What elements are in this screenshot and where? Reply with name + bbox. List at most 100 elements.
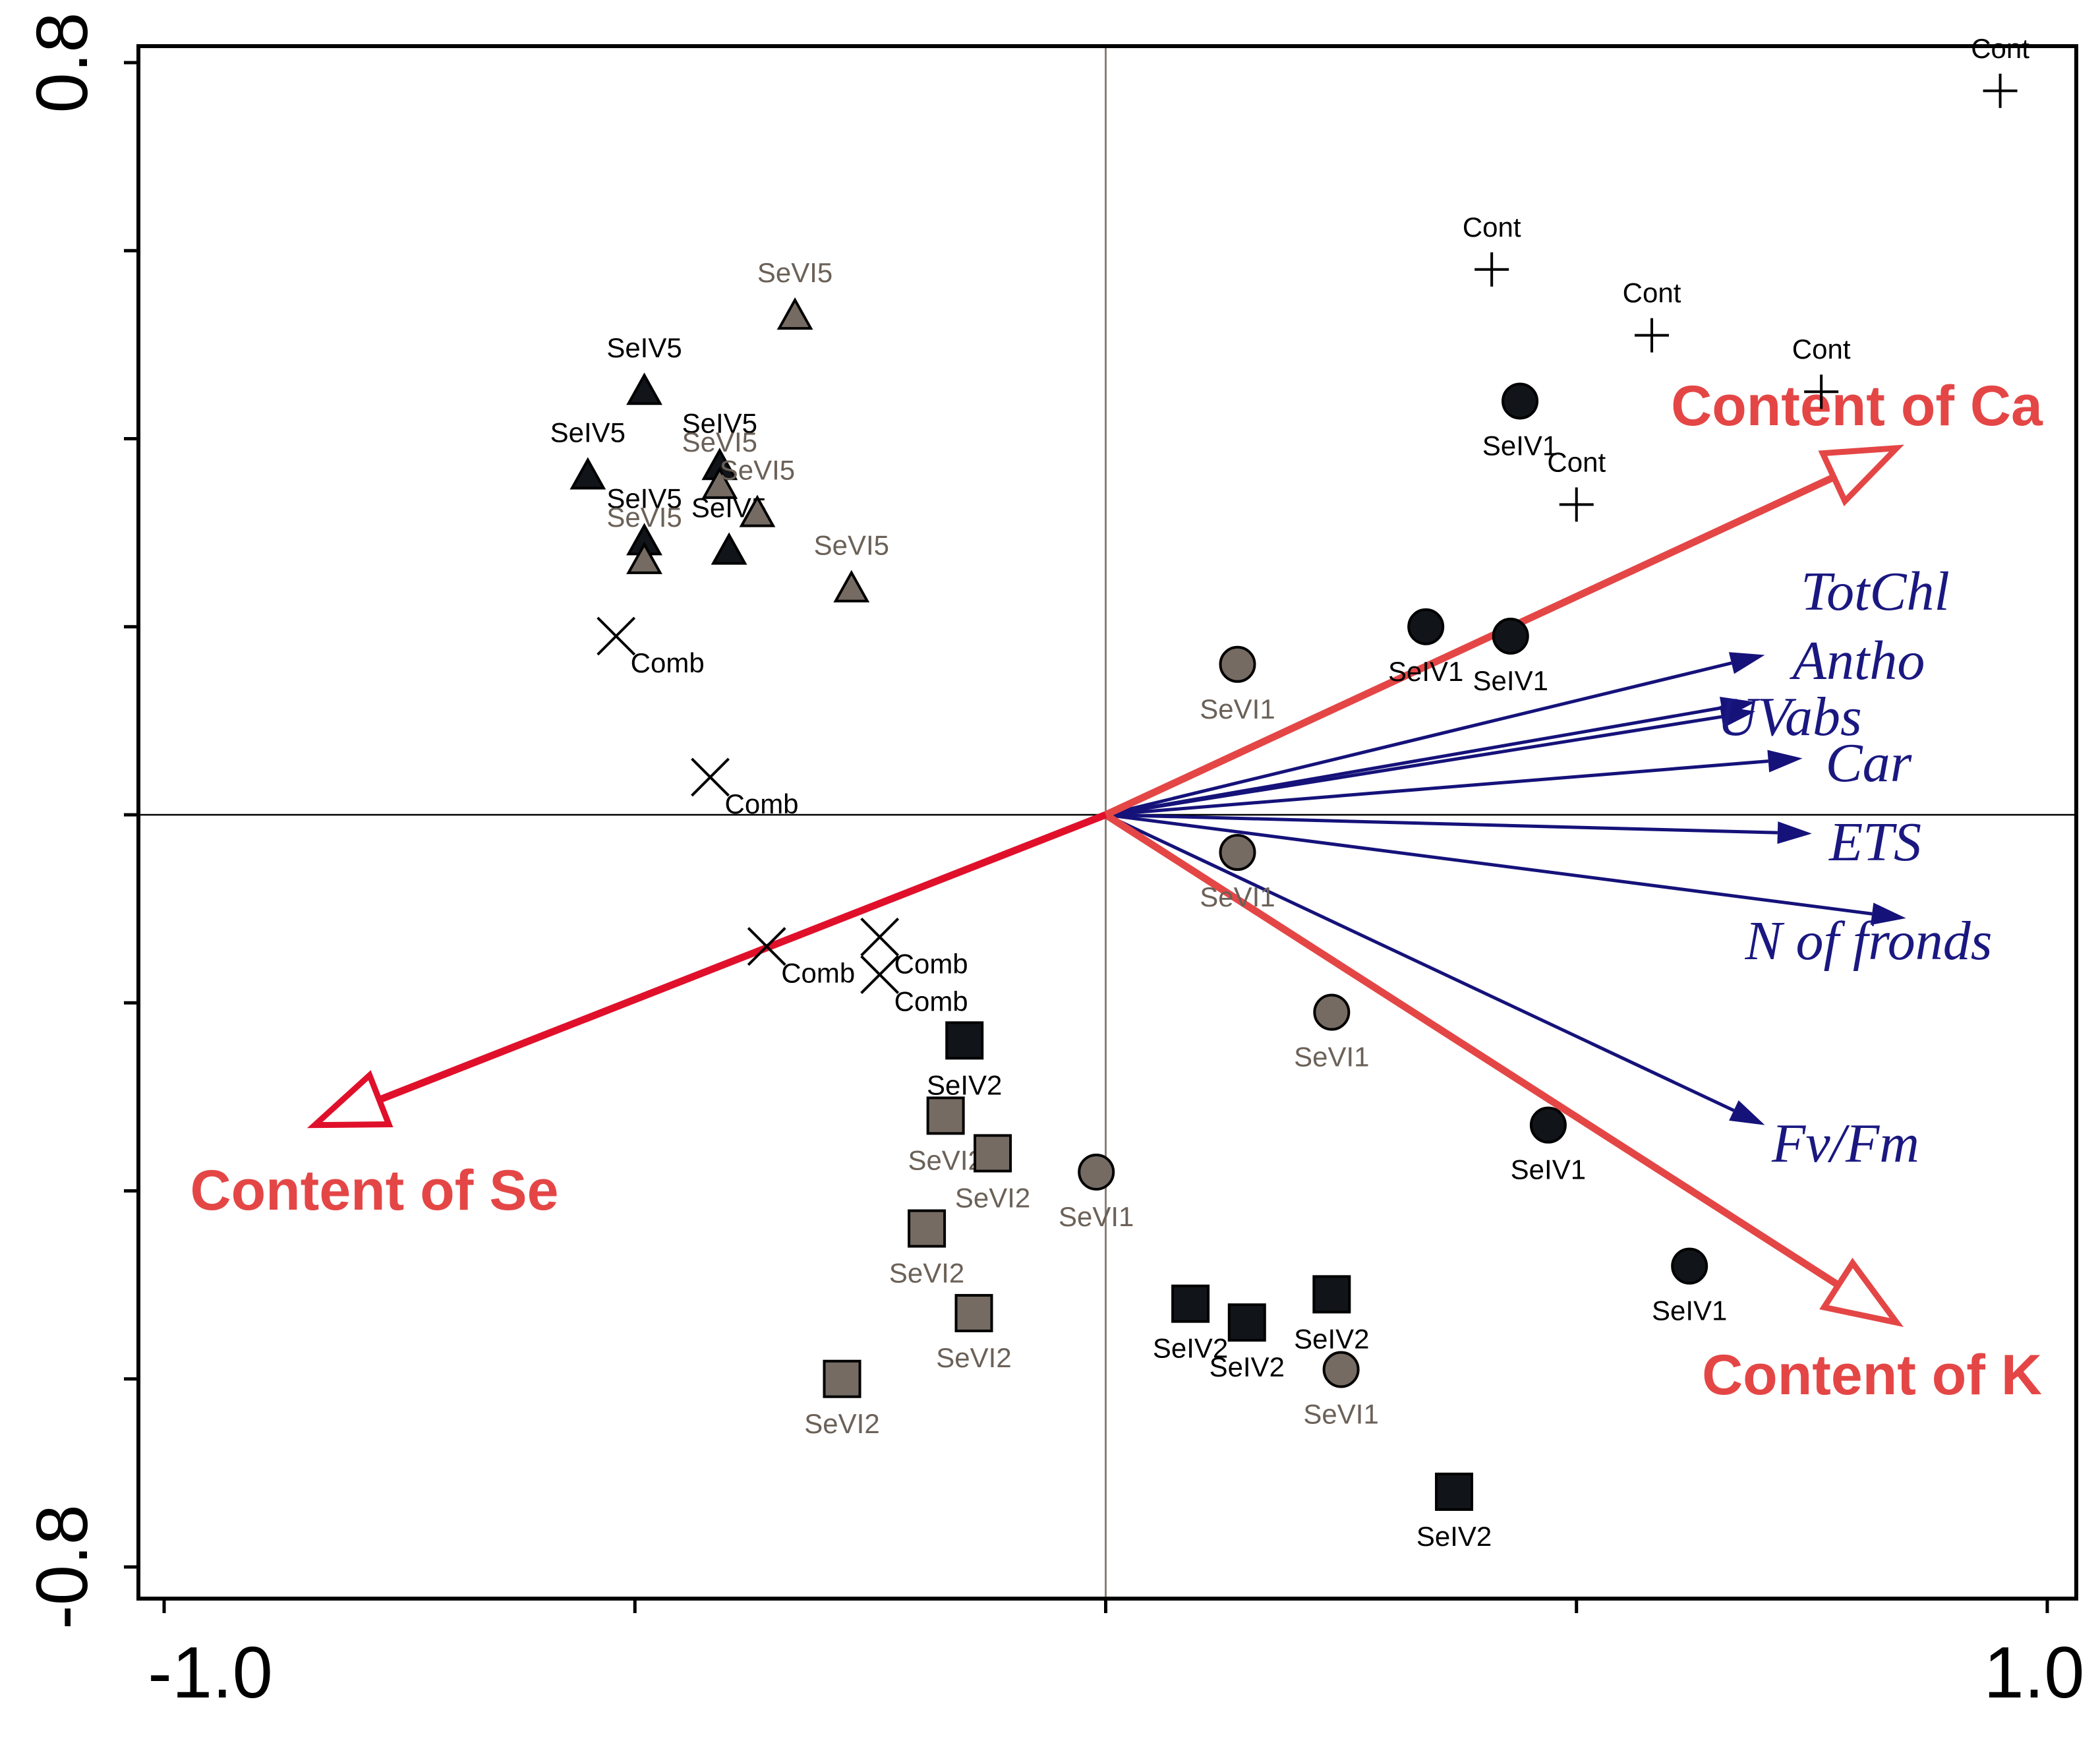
response-vector-line <box>1105 813 1873 916</box>
sample-point-label: SeVI5 <box>682 427 757 457</box>
sample-point: SeVI2 <box>804 1359 880 1439</box>
circle-marker <box>1671 1247 1708 1285</box>
triangle-marker <box>569 457 606 490</box>
cross-marker-b <box>691 757 730 797</box>
x-axis-ticks <box>162 1599 2049 1613</box>
sample-point: Comb <box>860 955 968 1017</box>
response-vector-line <box>1105 813 1778 835</box>
sample-point-label: SeIV1 <box>1482 430 1558 461</box>
sample-point: SeIV1 <box>1388 608 1463 687</box>
sample-point: Cont <box>1792 334 1851 409</box>
sample-point: SeVI2 <box>955 1134 1030 1213</box>
sample-point-label: Comb <box>894 986 968 1017</box>
sample-point: SeVI1 <box>1294 993 1370 1073</box>
sample-point-label: SeIV5 <box>550 417 626 448</box>
sample-point: Cont <box>1971 33 2029 108</box>
sample-point-label: SeVI2 <box>889 1258 964 1289</box>
sample-point-label: SeIV5 <box>606 483 682 514</box>
square-marker <box>1171 1284 1210 1323</box>
triangle-marker <box>711 532 747 565</box>
circle-marker <box>1322 1351 1360 1388</box>
cross-marker-b <box>860 955 900 994</box>
sample-point: SeVI1 <box>1200 645 1275 724</box>
triangle-marker <box>626 541 662 574</box>
response-arrowhead <box>1728 652 1765 674</box>
environmental-vector-line <box>1103 811 1841 1289</box>
environmental-vector-label: Content of Ca <box>1671 374 2043 438</box>
square-marker <box>1312 1275 1351 1314</box>
sample-point-label: SeIV2 <box>927 1069 1002 1100</box>
environmental-vector-line <box>1104 473 1836 818</box>
sample-point: SeVI1 <box>1303 1351 1379 1429</box>
sample-point: SeIV5 <box>606 483 682 556</box>
sample-point-label: Comb <box>781 958 855 989</box>
x-tick-label-right: 1.0 <box>1984 1632 2085 1713</box>
response-vector-line <box>1105 661 1732 817</box>
square-marker <box>954 1293 993 1332</box>
response-vector-label: ETS <box>1828 811 1921 873</box>
response-vector-label: Fv/Fm <box>1771 1113 1919 1174</box>
environmental-vector-label: Content of Se <box>190 1159 559 1222</box>
sample-point-label: SeIV5 <box>682 407 757 438</box>
environmental-vectors: Content of Ca Content of K Content of Se <box>190 374 2044 1407</box>
sample-point-label: SeVI1 <box>1200 881 1275 912</box>
sample-point-label: SeIV2 <box>1294 1323 1369 1354</box>
sample-point: Cont <box>1463 212 1521 287</box>
sample-point: SeIV2 <box>1294 1275 1370 1354</box>
sample-point: SeIV2 <box>1153 1284 1228 1364</box>
sample-point: Comb <box>747 927 855 989</box>
square-marker <box>1227 1303 1266 1342</box>
square-marker <box>1435 1472 1474 1511</box>
sample-point-label: SeVI5 <box>606 502 682 533</box>
response-arrowhead <box>1777 821 1812 844</box>
response-vector-line <box>1105 759 1768 817</box>
triangle-marker <box>626 372 662 405</box>
sample-point-label: SeVI1 <box>1200 693 1275 724</box>
sample-point: SeIV2 <box>1210 1303 1285 1382</box>
circle-marker <box>1219 645 1256 683</box>
cross-marker-b <box>597 616 636 656</box>
sample-point-label: SeVI1 <box>1059 1201 1134 1232</box>
circle-marker <box>1502 382 1539 420</box>
square-marker <box>908 1209 947 1248</box>
sample-point: SeVI1 <box>1200 834 1275 912</box>
sample-point-label: Cont <box>1971 33 2029 64</box>
sample-point-label: SeVI2 <box>936 1342 1011 1373</box>
square-marker <box>945 1021 984 1060</box>
sample-point: SeVI1 <box>1059 1153 1134 1232</box>
response-vector-line <box>1105 813 1735 1112</box>
sample-point-label: SeVI5 <box>720 455 795 486</box>
sample-point-label: Cont <box>1623 278 1681 309</box>
sample-point-label: SeVI2 <box>955 1182 1030 1213</box>
response-vector-label: Antho <box>1790 630 1925 692</box>
response-arrowhead <box>1870 902 1906 926</box>
environmental-arrowhead <box>1818 444 1904 507</box>
environmental-vector-label: Content of K <box>1702 1343 2042 1407</box>
x-tick-label-left: -1.0 <box>148 1632 273 1713</box>
response-arrowhead <box>1720 705 1756 728</box>
sample-point: SeIV5 <box>682 407 757 481</box>
triangle-marker <box>776 297 813 330</box>
response-vector-label: UVabs <box>1717 686 1861 748</box>
environmental-vector-line <box>378 811 1107 1104</box>
sample-point: Comb <box>860 917 968 979</box>
sample-point: SeIV5 <box>606 332 682 405</box>
environmental-arrowhead <box>1819 1257 1904 1328</box>
sample-point-label: Cont <box>1547 446 1606 477</box>
circle-marker <box>1313 993 1351 1031</box>
triangle-marker <box>739 494 776 527</box>
sample-point-label: SeVI5 <box>814 530 889 561</box>
response-arrowhead <box>1729 1100 1765 1125</box>
sample-point-label: SeIV2 <box>1416 1521 1492 1552</box>
sample-point: SeIV2 <box>927 1021 1002 1100</box>
sample-point: SeVI5 <box>720 455 795 527</box>
square-marker <box>926 1096 965 1135</box>
sample-point-label: SeVI2 <box>804 1408 879 1439</box>
sample-point-label: SeVI1 <box>1294 1042 1369 1073</box>
sample-point: SeIV1 <box>1482 382 1558 461</box>
sample-point-label: SeIV1 <box>1511 1154 1586 1185</box>
sample-point-label: SeVI1 <box>1303 1398 1378 1429</box>
sample-point-label: SeIV2 <box>1210 1351 1285 1382</box>
y-axis-ticks <box>124 61 138 1569</box>
sample-point-label: SeIV1 <box>1473 665 1548 696</box>
